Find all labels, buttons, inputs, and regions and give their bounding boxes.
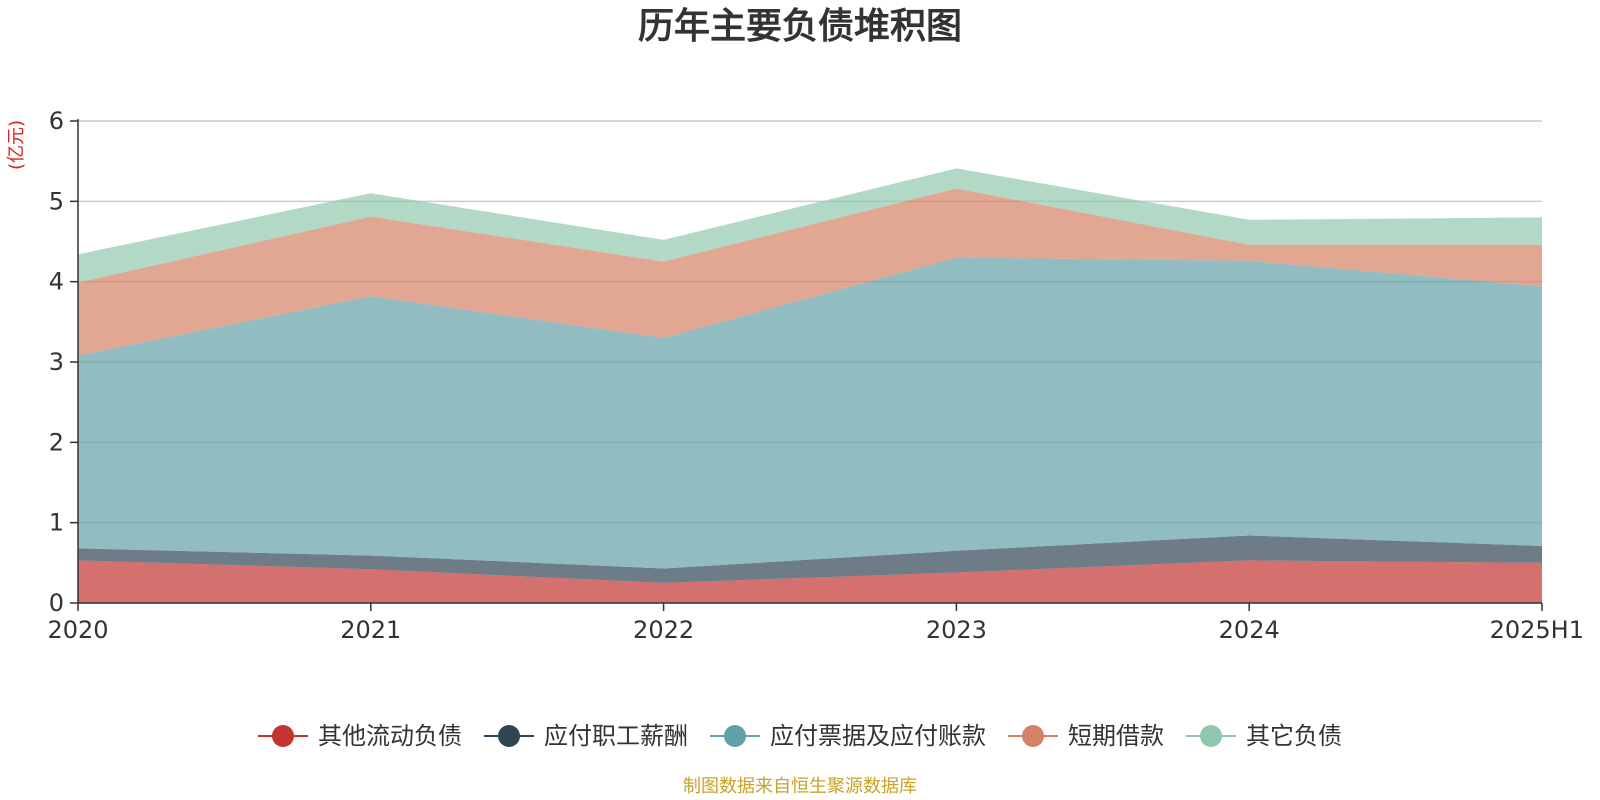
- y-tick-label: 3: [49, 348, 64, 376]
- legend-marker: [498, 725, 520, 747]
- x-tick-label: 2024: [1219, 616, 1280, 644]
- legend-marker: [272, 725, 294, 747]
- legend-label: 应付职工薪酬: [544, 722, 688, 750]
- legend-label: 其它负债: [1246, 722, 1342, 750]
- series-area-3: [78, 188, 1542, 356]
- y-tick-label: 4: [49, 268, 64, 296]
- y-tick-label: 5: [49, 187, 64, 215]
- x-tick-label: 2025H1: [1490, 616, 1584, 644]
- legend-label: 短期借款: [1068, 722, 1164, 750]
- series-area-1: [78, 535, 1542, 583]
- legend-item-2: 应付票据及应付账款: [710, 722, 986, 750]
- legend-item-4: 其它负债: [1186, 722, 1342, 750]
- y-tick-label: 1: [49, 509, 64, 537]
- legend-marker: [724, 725, 746, 747]
- legend-item-1: 应付职工薪酬: [484, 722, 688, 750]
- legend-label: 应付票据及应付账款: [770, 722, 986, 750]
- y-axis-unit: (亿元): [6, 120, 27, 170]
- x-tick-label: 2021: [340, 616, 401, 644]
- legend-item-3: 短期借款: [1008, 722, 1164, 750]
- legend: 其他流动负债 应付职工薪酬 应付票据及应付账款 短期借款 其它负债: [258, 722, 1342, 750]
- y-tick-label: 6: [49, 107, 64, 135]
- source-note: 制图数据来自恒生聚源数据库: [683, 776, 917, 797]
- x-tick-label: 2023: [926, 616, 987, 644]
- y-tick-label: 2: [49, 428, 64, 456]
- x-tick-label: 2022: [633, 616, 694, 644]
- series-area-4: [78, 168, 1542, 283]
- y-tick-label: 0: [49, 589, 64, 617]
- series-area-0: [78, 560, 1542, 603]
- legend-marker: [1022, 725, 1044, 747]
- legend-marker: [1200, 725, 1222, 747]
- series-area-2: [78, 257, 1542, 569]
- axis-layer: 0 1 2 3 4 5 6 2020 2021 2022 2023 2024 2025H1: [47, 107, 1584, 644]
- chart-title: 历年主要负债堆积图: [638, 6, 962, 47]
- legend-label: 其他流动负债: [318, 722, 462, 750]
- legend-item-0: 其他流动负债: [258, 722, 462, 750]
- x-tick-label: 2020: [47, 616, 108, 644]
- area-layer: [78, 168, 1542, 603]
